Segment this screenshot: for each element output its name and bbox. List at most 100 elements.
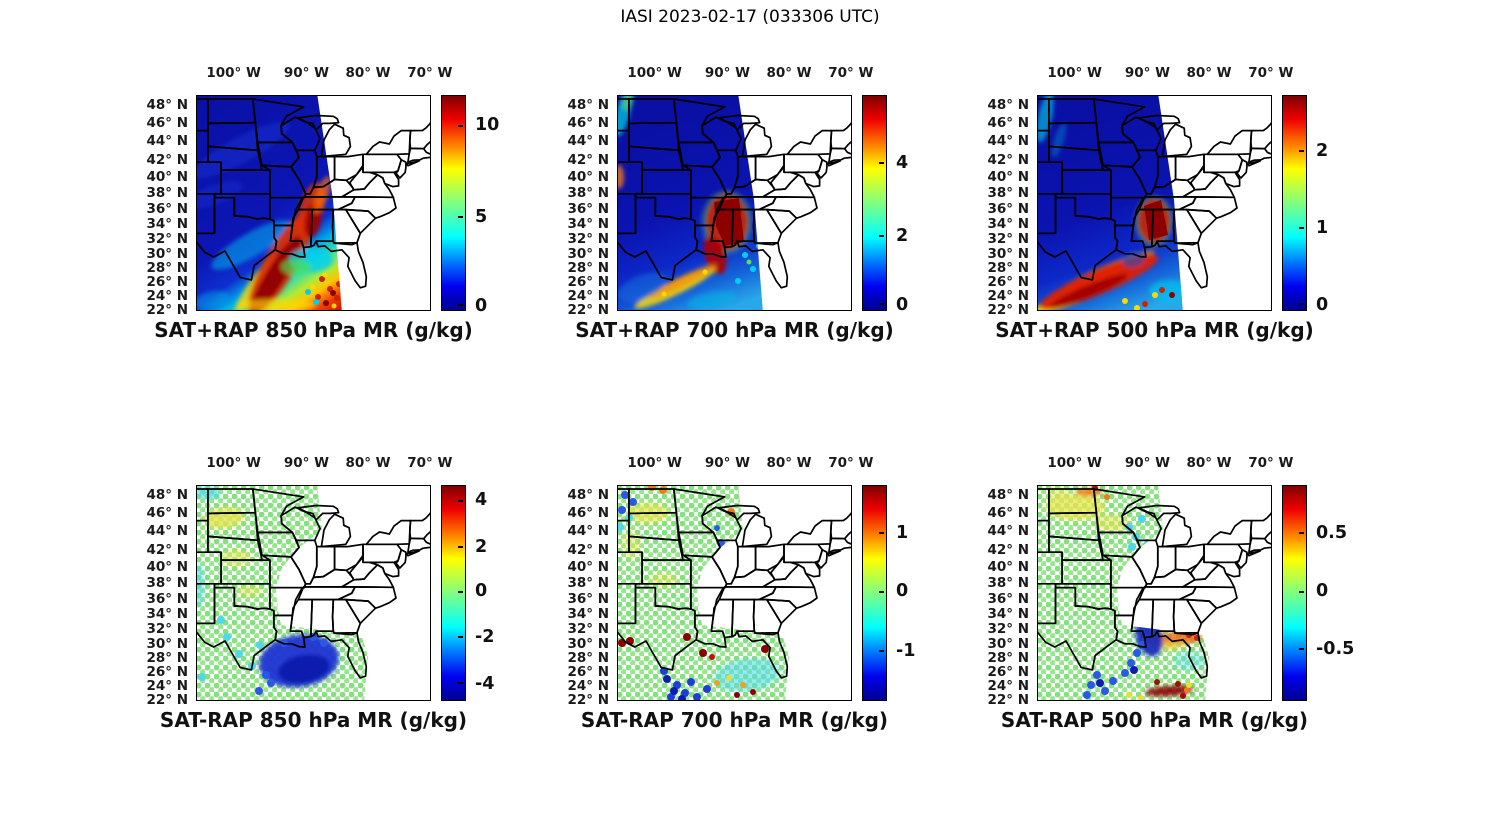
satellite-swath: [1037, 95, 1183, 311]
lat-tick-label: 48° N: [567, 96, 609, 113]
lon-axis: 100° W 90° W 80° W 70° W: [1037, 65, 1293, 85]
lon-tick-label: 100° W: [1047, 455, 1102, 471]
lat-tick-label: 30° N: [567, 635, 609, 652]
lat-tick-label: 44° N: [567, 523, 609, 539]
lat-tick-label: 28° N: [987, 650, 1029, 667]
lon-axis: 100° W 90° W 80° W 70° W: [196, 455, 452, 475]
lat-tick-label: 32° N: [987, 621, 1029, 638]
colorbar-tick-label: 10: [475, 115, 500, 136]
lon-axis: 100° W 90° W 80° W 70° W: [617, 455, 873, 475]
lat-tick-label: 22° N: [987, 301, 1029, 318]
lon-tick-label: 90° W: [283, 455, 330, 471]
map-canvas-850-diff: [196, 485, 431, 701]
panel-sat-plus-rap-500: 100° W 90° W 80° W 70° W 48° N 46° N 44° N 42°…: [987, 65, 1328, 342]
colorbar-tick-label: -4: [475, 673, 495, 694]
colorbar-tick-mark: [458, 590, 463, 593]
lat-tick-label: 30° N: [146, 245, 188, 262]
panel-title: SAT-RAP 850 hPa MR (g/kg): [159, 708, 468, 732]
lat-tick-label: 28° N: [146, 260, 188, 277]
colorbar-tick-mark: [879, 532, 884, 535]
lon-axis: 100° W 90° W 80° W 70° W: [617, 65, 873, 85]
lat-tick-label: 44° N: [987, 523, 1029, 539]
panel-title: SAT+RAP 500 hPa MR (g/kg): [995, 318, 1314, 342]
lat-axis: 48° N 46° N 44° N 42° N 40° N 38° N 36° N 34° N…: [987, 95, 1272, 318]
colorbar-tick-label: 0: [475, 581, 488, 602]
lat-tick-label: 32° N: [567, 621, 609, 638]
lat-tick-label: 28° N: [567, 260, 609, 277]
colorbar-tick-mark: [458, 635, 463, 638]
colorbar-gradient: [862, 95, 887, 311]
scatter-cells: [617, 485, 769, 701]
lon-tick-label: 70° W: [828, 65, 874, 81]
colorbar-tick-mark: [458, 546, 463, 549]
lat-tick-label: 26° N: [987, 274, 1029, 291]
lon-tick-label: 70° W: [407, 65, 453, 81]
colorbar-tick-label: 1: [896, 522, 909, 543]
lon-tick-label: 80° W: [766, 65, 812, 81]
colorbar-tick-mark: [1299, 226, 1304, 229]
lat-tick-label: 26° N: [567, 664, 609, 681]
lat-tick-label: 22° N: [567, 691, 609, 708]
lat-tick-label: 34° N: [987, 215, 1029, 232]
lat-tick-label: 36° N: [987, 201, 1029, 218]
lat-tick-label: 32° N: [146, 621, 188, 638]
scatter-cells: [305, 272, 342, 309]
lat-tick-label: 30° N: [567, 245, 609, 262]
lat-tick-label: 40° N: [987, 169, 1029, 186]
lon-tick-label: 80° W: [766, 455, 812, 471]
lat-tick-label: 40° N: [567, 559, 609, 576]
map-canvas-850-sum: [196, 95, 431, 311]
lon-tick-label: 90° W: [283, 65, 330, 81]
lat-tick-label: 26° N: [146, 274, 188, 291]
colorbar-tick-label: 2: [1316, 140, 1329, 161]
lat-tick-label: 46° N: [567, 505, 609, 522]
colorbar-tick-label: 0.5: [1316, 522, 1348, 543]
panel-sat-minus-rap-700: 100° W 90° W 80° W 70° W 48° N 46° N 44° N 42°…: [567, 455, 915, 732]
colorbar-tick-label: 0: [475, 296, 488, 317]
colorbar-tick-label: 2: [475, 536, 488, 557]
colorbar-tick-mark: [879, 161, 884, 164]
colorbar-tick-mark: [458, 681, 463, 684]
colorbar-tick-label: 5: [475, 207, 488, 228]
panel-sat-minus-rap-500: 100° W 90° W 80° W 70° W 48° N 46° N 44° N 42°…: [987, 455, 1354, 732]
map-canvas-500-diff: [1037, 485, 1272, 701]
colorbar-gradient: [441, 95, 466, 311]
lat-tick-label: 36° N: [146, 201, 188, 218]
colorbar-tick-mark: [1299, 532, 1304, 535]
lon-tick-label: 70° W: [1248, 455, 1294, 471]
colorbar-tick-label: -0.5: [1316, 639, 1355, 660]
panel-title: SAT-RAP 500 hPa MR (g/kg): [1000, 708, 1309, 732]
lat-tick-label: 28° N: [567, 650, 609, 667]
colorbar-tick-label: 0: [896, 294, 909, 315]
colorbar-tick-mark: [458, 124, 463, 127]
lat-tick-label: 34° N: [146, 605, 188, 622]
lat-tick-label: 34° N: [146, 215, 188, 232]
lat-tick-label: 24° N: [146, 677, 188, 694]
lat-tick-label: 44° N: [567, 133, 609, 149]
lon-tick-label: 100° W: [627, 455, 682, 471]
map-canvas-700-diff: [617, 485, 852, 701]
colorbar-tick-label: -1: [896, 641, 916, 662]
colorbar-tick-label: 0: [1316, 581, 1329, 602]
lat-axis: 48° N 46° N 44° N 42° N 40° N 38° N 36° N 34° N…: [987, 485, 1272, 708]
lat-axis: 48° N 46° N 44° N 42° N 40° N 38° N 36° N 34° N…: [146, 95, 431, 318]
lat-tick-label: 26° N: [987, 664, 1029, 681]
lat-tick-label: 30° N: [146, 635, 188, 652]
lat-tick-label: 32° N: [987, 231, 1029, 248]
lon-tick-label: 80° W: [345, 455, 391, 471]
lat-tick-label: 24° N: [987, 287, 1029, 304]
lat-tick-label: 22° N: [146, 301, 188, 318]
colorbar-tick-label: 2: [896, 226, 909, 247]
lat-tick-label: 42° N: [987, 152, 1029, 169]
colorbar-500-sum: 2 1 0: [1282, 95, 1328, 315]
lon-tick-label: 90° W: [1124, 455, 1171, 471]
lat-tick-label: 40° N: [987, 559, 1029, 576]
colorbar-850-diff: 4 2 0 -2 -4: [441, 485, 494, 701]
lat-tick-label: 34° N: [567, 215, 609, 232]
colorbar-gradient: [1282, 95, 1307, 311]
lat-tick-label: 44° N: [146, 523, 188, 539]
colorbar-tick-label: -2: [475, 627, 495, 648]
lat-tick-label: 44° N: [987, 133, 1029, 149]
lon-tick-label: 70° W: [407, 455, 453, 471]
colorbar-tick-mark: [879, 590, 884, 593]
